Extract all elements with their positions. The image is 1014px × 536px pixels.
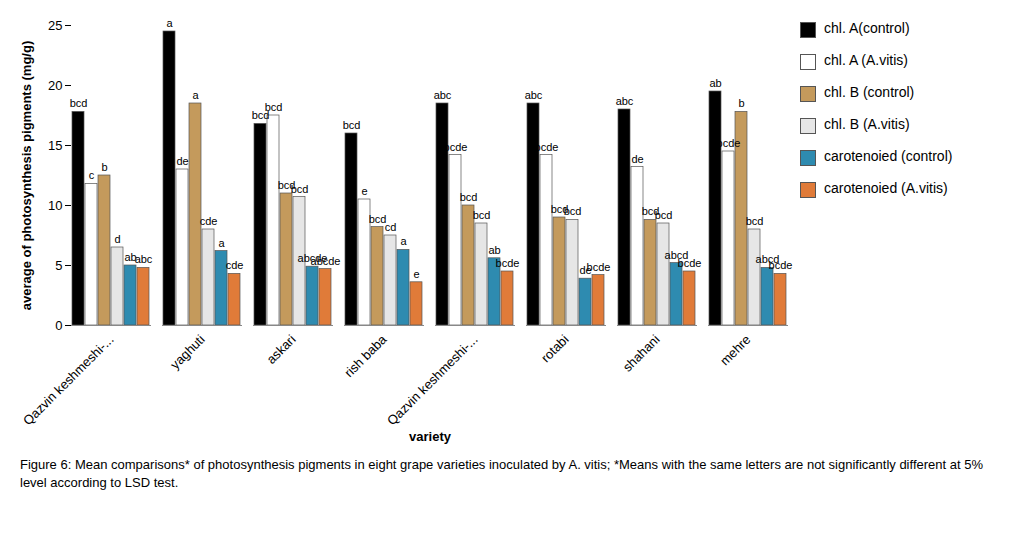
svg-text:bcd: bcd [70,97,88,109]
svg-text:shahani: shahani [620,332,663,375]
svg-text:25: 25 [48,18,62,33]
svg-text:ab: ab [709,77,721,89]
svg-text:bcd: bcd [343,119,361,131]
svg-text:average of photosynthesis pigm: average of photosynthesis pigments (mg/g… [19,41,34,310]
svg-text:bcd: bcd [550,203,569,215]
svg-text:bcd: bcd [291,183,309,195]
svg-text:10: 10 [48,198,62,213]
svg-text:bcde: bcde [444,141,468,153]
html-text:chl. A(control): chl. A(control) [824,20,910,36]
svg-text:a: a [192,89,199,101]
html-text:chl. B (A.vitis): chl. B (A.vitis) [824,116,910,132]
svg-text:abcde: abcde [311,255,341,267]
svg-text:abc: abc [434,89,452,101]
svg-text:a: a [218,237,225,249]
html-text:chl. B (control): chl. B (control) [824,84,915,100]
svg-text:de: de [579,264,592,277]
svg-text:0: 0 [55,318,62,333]
svg-text:a: a [166,17,173,29]
svg-text:5: 5 [55,258,62,273]
svg-text:b: b [738,97,744,109]
svg-text:abc: abc [525,89,543,101]
svg-text:yaghuti: yaghuti [167,332,207,372]
svg-text:a: a [400,235,407,247]
svg-text:rotabi: rotabi [538,332,572,366]
svg-text:bcde: bcde [769,259,793,271]
svg-text:askari: askari [263,332,298,367]
svg-text:Qazvin keshmeshi-...: Qazvin keshmeshi-... [20,332,116,428]
svg-text:de: de [176,155,188,167]
svg-text:abcd: abcd [755,253,780,266]
svg-text:bcd: bcd [564,205,582,217]
svg-text:bcd: bcd [460,191,478,203]
svg-text:bcd: bcd [641,205,660,218]
svg-text:rish baba: rish baba [341,331,390,380]
svg-text:bcd: bcd [265,101,283,113]
svg-text:bcd: bcd [277,179,296,191]
svg-text:ab: ab [488,244,500,256]
svg-text:mehre: mehre [717,332,754,369]
svg-text:cde: cde [226,259,244,271]
svg-text:e: e [413,268,419,280]
svg-text:bcde: bcde [587,261,611,273]
svg-text:bcd: bcd [368,212,387,225]
svg-text:c: c [89,169,95,181]
svg-text:15: 15 [48,138,62,153]
svg-text:bcde: bcde [678,257,702,269]
svg-text:bcde: bcde [496,257,520,269]
html-text:Figure 6: Mean comparisons* of: Figure 6: Mean comparisons* of photosynt… [20,457,983,490]
svg-text:bcde: bcde [535,141,559,153]
svg-text:variety: variety [409,429,452,444]
svg-text:ab: ab [124,251,137,263]
svg-text:20: 20 [48,78,62,93]
svg-text:de: de [631,153,643,165]
svg-text:bcd: bcd [473,209,491,221]
svg-text:Qazvin keshmeshi-...: Qazvin keshmeshi-... [384,332,480,428]
svg-text:abcd: abcd [664,248,689,261]
svg-text:d: d [114,233,120,245]
html-text:chl. A (A.vitis): chl. A (A.vitis) [824,52,908,68]
svg-text:cde: cde [200,215,218,227]
svg-text:bcde: bcde [717,137,741,149]
svg-text:bcd: bcd [746,215,764,227]
html-text:carotenoied (control): carotenoied (control) [824,148,953,164]
svg-text:b: b [101,161,107,173]
svg-text:e: e [361,185,367,197]
svg-text:abc: abc [135,253,153,265]
svg-text:cd: cd [385,221,397,233]
svg-text:bcd: bcd [251,109,270,122]
svg-text:abc: abc [616,95,634,107]
html-text:carotenoied (A.vitis): carotenoied (A.vitis) [824,180,948,196]
svg-text:bcd: bcd [655,209,673,221]
